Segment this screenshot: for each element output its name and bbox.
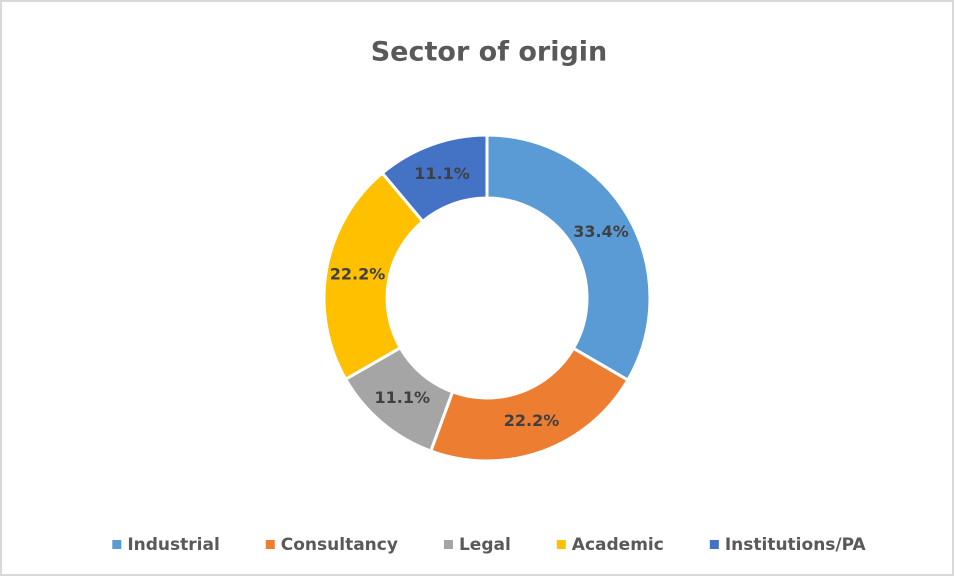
data-label: 11.1% [374, 388, 430, 407]
legend-swatch [556, 540, 566, 549]
data-label: 22.2% [504, 411, 560, 430]
data-label: 11.1% [414, 164, 470, 183]
chart-title: Sector of origin [371, 37, 608, 68]
legend-label: Institutions/PA [725, 535, 867, 555]
donut [322, 133, 652, 463]
donut-slice [428, 346, 630, 463]
legend-swatch [265, 540, 275, 549]
legend: Industrial Consultancy Legal Academic Instit… [112, 535, 867, 555]
data-label: 33.4% [573, 222, 629, 241]
donut-slice [380, 133, 489, 224]
legend-label: Legal [459, 535, 511, 555]
donut-slice [322, 170, 425, 382]
donut-slice [485, 133, 652, 383]
legend-swatch [112, 540, 122, 549]
legend-swatch [709, 540, 719, 549]
legend-label: Academic [572, 535, 664, 555]
data-labels: 33.4% 22.2% 11.1% 22.2% 11.1% [330, 164, 629, 430]
legend-label: Industrial [127, 535, 219, 555]
legend-swatch [443, 540, 453, 549]
data-label: 22.2% [330, 264, 386, 283]
legend-label: Consultancy [281, 535, 398, 555]
